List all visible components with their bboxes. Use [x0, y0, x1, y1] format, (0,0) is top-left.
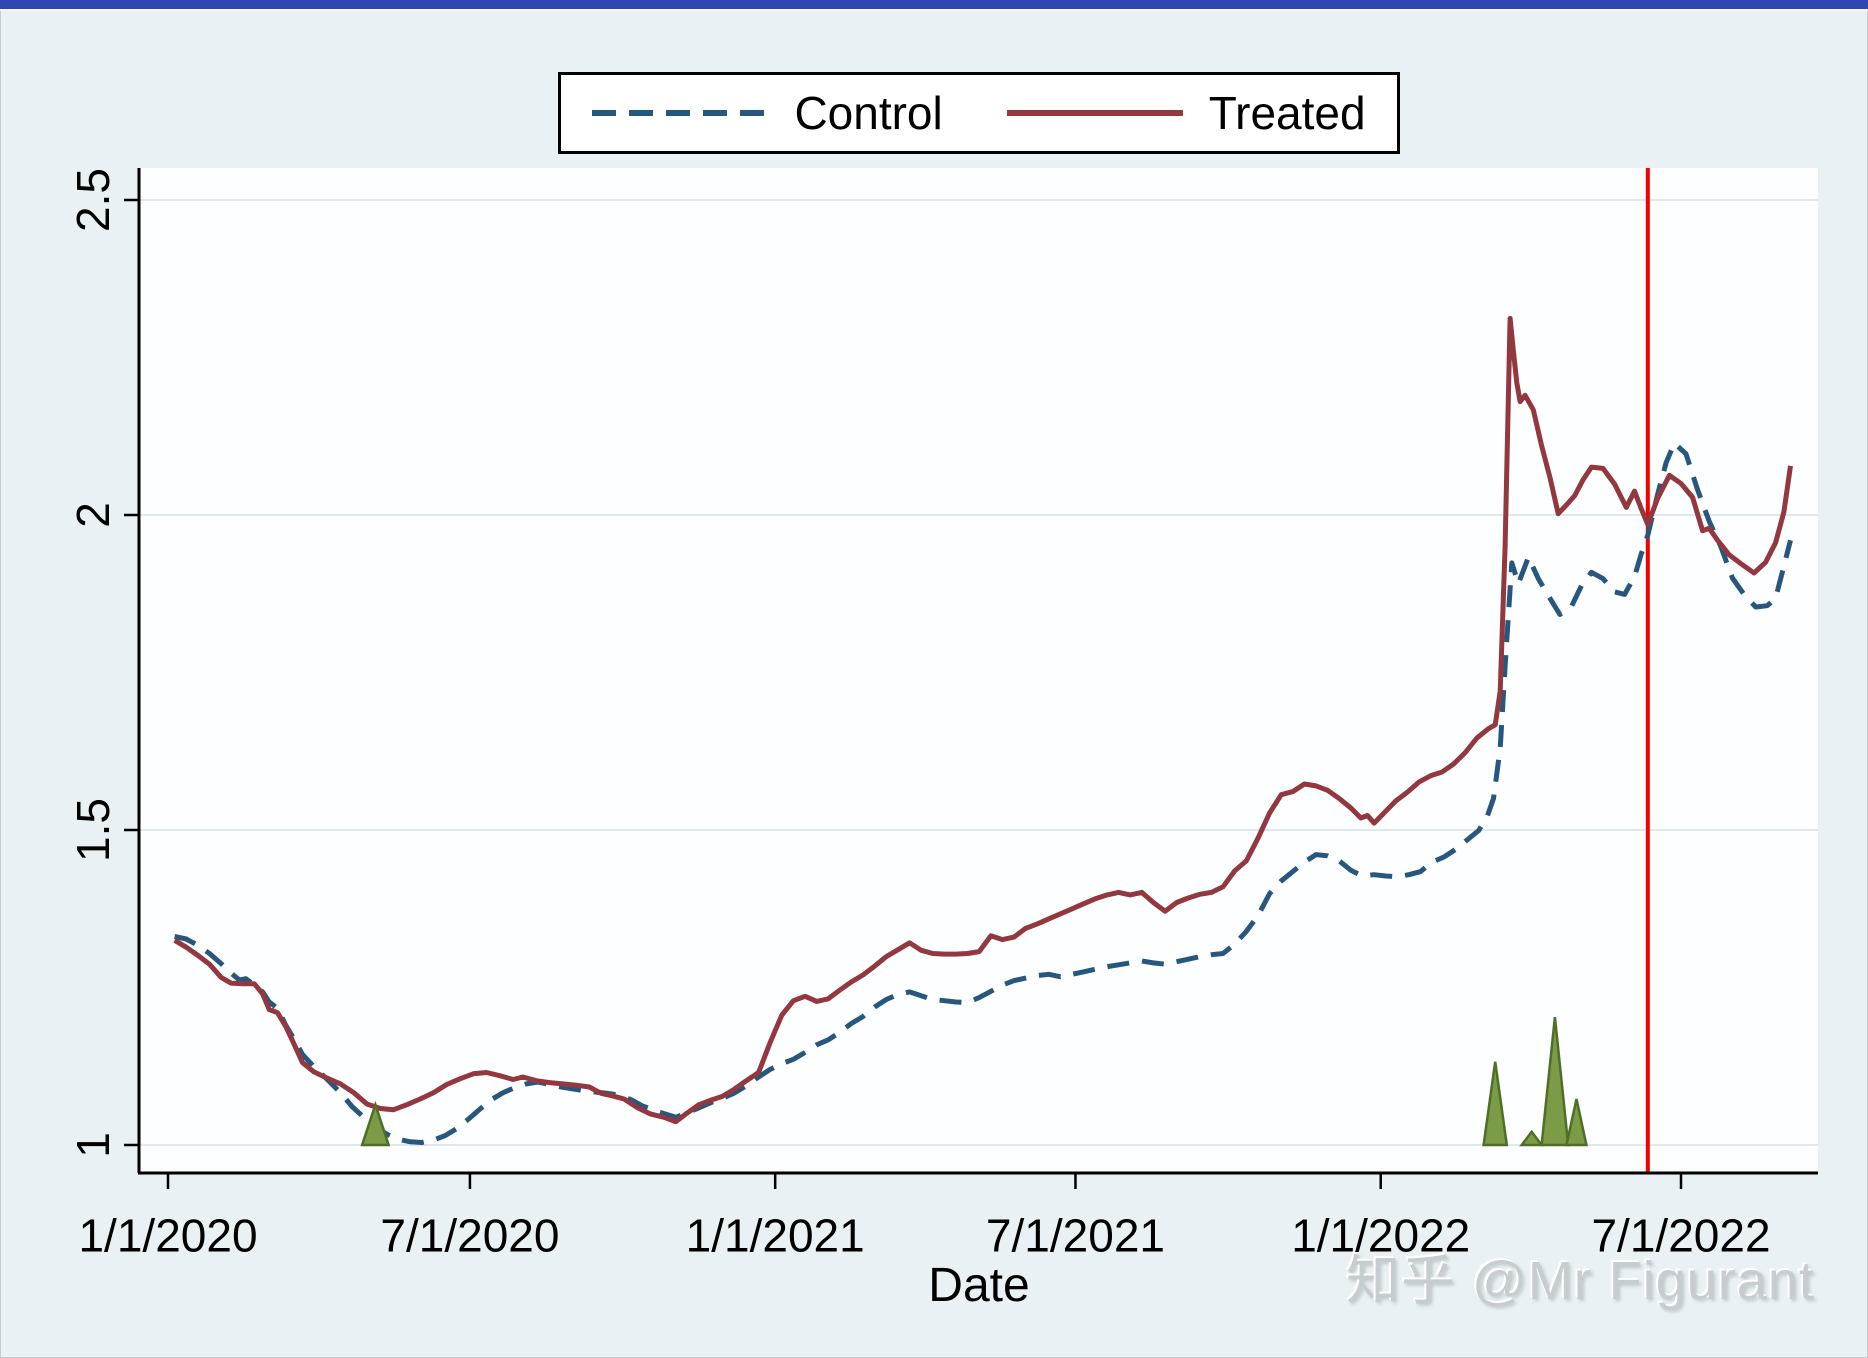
- legend-label-treated: Treated: [1208, 87, 1366, 139]
- legend-label-control: Control: [794, 87, 943, 139]
- chart-legend: Control Treated: [558, 72, 1400, 154]
- window-top-strip: [0, 0, 1868, 11]
- control-line-swatch: [592, 110, 769, 116]
- y-tick-label: 2: [67, 502, 119, 528]
- treated-series-line: [173, 315, 1793, 1125]
- event-triangle: [360, 1100, 391, 1147]
- x-tick-label: 7/1/2021: [986, 1210, 1165, 1262]
- watermark: 知乎 @Mr Figurant: [1346, 1251, 1815, 1311]
- plot-area: [139, 168, 1818, 1173]
- control-series-line: [174, 440, 1793, 1145]
- y-tick-label: 2.5: [67, 168, 119, 232]
- x-tick-label: 1/1/2022: [1291, 1210, 1470, 1262]
- event-triangle: [1540, 1016, 1570, 1147]
- event-triangle: [1482, 1061, 1509, 1147]
- x-axis-title: Date: [928, 1259, 1030, 1312]
- x-tick-label: 1/1/2020: [78, 1210, 257, 1262]
- y-tick-label: 1.5: [67, 798, 119, 862]
- event-triangle: [1564, 1098, 1588, 1147]
- x-tick-label: 1/1/2021: [686, 1210, 865, 1262]
- x-tick-label: 7/1/2020: [380, 1210, 559, 1262]
- x-tick-label: 7/1/2022: [1591, 1210, 1770, 1262]
- treated-line-swatch: [1006, 110, 1183, 116]
- y-tick-label: 1: [67, 1132, 119, 1158]
- event-triangle: [1519, 1129, 1545, 1147]
